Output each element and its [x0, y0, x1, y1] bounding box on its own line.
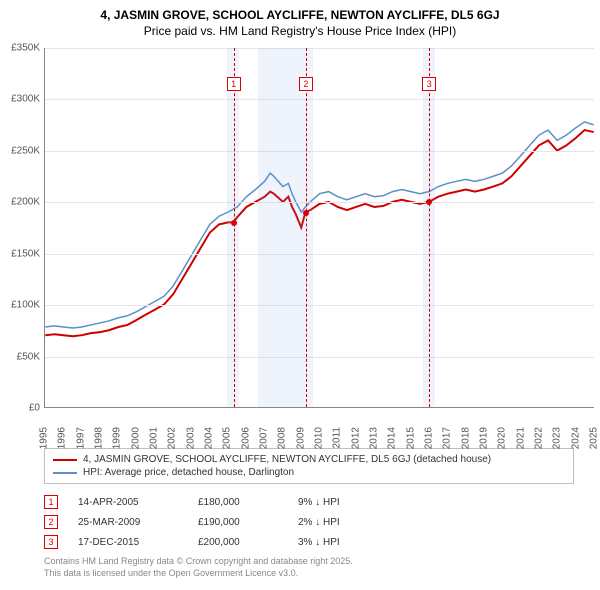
gridline — [45, 357, 594, 358]
shade-band — [258, 48, 313, 407]
gridline — [45, 99, 594, 100]
y-tick-label: £50K — [2, 351, 40, 362]
x-tick-label: 1996 — [57, 427, 68, 457]
x-tick-label: 2004 — [204, 427, 215, 457]
gridline — [45, 48, 594, 49]
x-tick-label: 2014 — [387, 427, 398, 457]
event-vline — [429, 48, 430, 407]
x-tick-label: 2001 — [149, 427, 160, 457]
x-tick-label: 2016 — [424, 427, 435, 457]
footer-attribution: Contains HM Land Registry data © Crown c… — [44, 556, 353, 579]
event-marker: 3 — [422, 77, 436, 91]
x-tick-label: 2017 — [442, 427, 453, 457]
x-tick-label: 2015 — [405, 427, 416, 457]
legend-row: HPI: Average price, detached house, Darl… — [53, 466, 565, 479]
event-num: 1 — [44, 495, 58, 509]
gridline — [45, 254, 594, 255]
x-tick-label: 1999 — [112, 427, 123, 457]
gridline — [45, 305, 594, 306]
event-row: 1 14-APR-2005 £180,000 9% ↓ HPI — [44, 492, 574, 512]
event-row: 3 17-DEC-2015 £200,000 3% ↓ HPI — [44, 532, 574, 552]
x-tick-label: 2011 — [332, 427, 343, 457]
sale-point — [303, 210, 309, 216]
event-price: £190,000 — [198, 517, 278, 528]
event-diff: 9% ↓ HPI — [298, 497, 388, 508]
x-tick-label: 2006 — [240, 427, 251, 457]
y-tick-label: £300K — [2, 94, 40, 105]
x-tick-label: 2012 — [350, 427, 361, 457]
x-tick-label: 2024 — [570, 427, 581, 457]
gridline — [45, 151, 594, 152]
x-tick-label: 2020 — [497, 427, 508, 457]
chart-container: 4, JASMIN GROVE, SCHOOL AYCLIFFE, NEWTON… — [0, 0, 600, 590]
event-vline — [234, 48, 235, 407]
y-tick-label: £150K — [2, 248, 40, 259]
x-tick-label: 2018 — [460, 427, 471, 457]
x-tick-label: 2010 — [314, 427, 325, 457]
legend-swatch — [53, 459, 77, 461]
x-tick-label: 1998 — [94, 427, 105, 457]
x-tick-label: 1995 — [39, 427, 50, 457]
sale-point — [426, 199, 432, 205]
title-block: 4, JASMIN GROVE, SCHOOL AYCLIFFE, NEWTON… — [0, 0, 600, 38]
y-tick-label: £0 — [2, 403, 40, 414]
series-hpi — [45, 122, 593, 328]
x-tick-label: 2008 — [277, 427, 288, 457]
event-date: 17-DEC-2015 — [78, 537, 178, 548]
legend-swatch — [53, 472, 77, 474]
footer-line1: Contains HM Land Registry data © Crown c… — [44, 556, 353, 568]
event-row: 2 25-MAR-2009 £190,000 2% ↓ HPI — [44, 512, 574, 532]
x-tick-label: 2022 — [534, 427, 545, 457]
event-price: £180,000 — [198, 497, 278, 508]
x-tick-label: 2007 — [259, 427, 270, 457]
x-tick-label: 2021 — [515, 427, 526, 457]
y-tick-label: £200K — [2, 197, 40, 208]
event-marker: 2 — [299, 77, 313, 91]
title-address: 4, JASMIN GROVE, SCHOOL AYCLIFFE, NEWTON… — [0, 8, 600, 22]
event-diff: 3% ↓ HPI — [298, 537, 388, 548]
x-tick-label: 2000 — [130, 427, 141, 457]
event-num: 3 — [44, 535, 58, 549]
legend-box: 4, JASMIN GROVE, SCHOOL AYCLIFFE, NEWTON… — [44, 448, 574, 484]
legend-label: HPI: Average price, detached house, Darl… — [83, 467, 294, 478]
y-tick-label: £100K — [2, 300, 40, 311]
sale-point — [231, 220, 237, 226]
x-tick-label: 2019 — [479, 427, 490, 457]
plot-area: 1 2 3 — [44, 48, 594, 408]
gridline — [45, 202, 594, 203]
x-tick-label: 2002 — [167, 427, 178, 457]
y-tick-label: £250K — [2, 145, 40, 156]
chart-svg — [45, 48, 594, 407]
event-price: £200,000 — [198, 537, 278, 548]
event-num: 2 — [44, 515, 58, 529]
x-tick-label: 2003 — [185, 427, 196, 457]
footer-line2: This data is licensed under the Open Gov… — [44, 568, 353, 580]
event-vline — [306, 48, 307, 407]
title-subtitle: Price paid vs. HM Land Registry's House … — [0, 24, 600, 38]
event-diff: 2% ↓ HPI — [298, 517, 388, 528]
x-tick-label: 2025 — [589, 427, 600, 457]
x-tick-label: 2023 — [552, 427, 563, 457]
x-tick-label: 2013 — [369, 427, 380, 457]
x-tick-label: 2005 — [222, 427, 233, 457]
y-tick-label: £350K — [2, 43, 40, 54]
x-tick-label: 2009 — [295, 427, 306, 457]
events-table: 1 14-APR-2005 £180,000 9% ↓ HPI 2 25-MAR-2009… — [44, 492, 574, 552]
event-marker: 1 — [227, 77, 241, 91]
x-tick-label: 1997 — [75, 427, 86, 457]
event-date: 25-MAR-2009 — [78, 517, 178, 528]
event-date: 14-APR-2005 — [78, 497, 178, 508]
